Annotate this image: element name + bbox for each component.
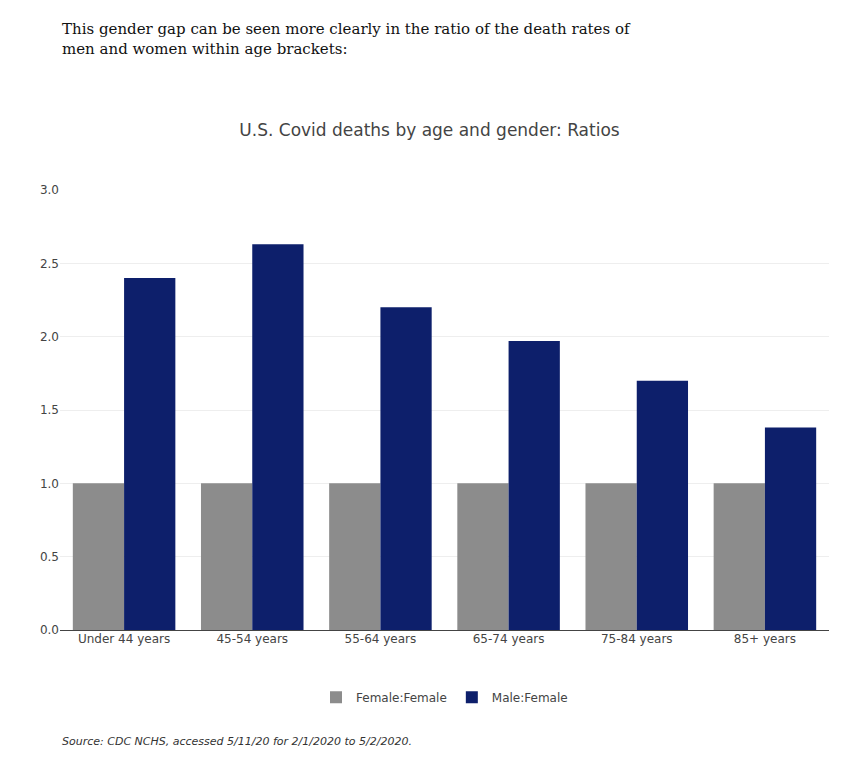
svg-text:75-84 years: 75-84 years	[601, 632, 673, 646]
svg-text:Under 44 years: Under 44 years	[78, 632, 170, 646]
svg-text:3.0: 3.0	[40, 183, 59, 197]
svg-text:55-64 years: 55-64 years	[345, 632, 417, 646]
svg-text:Source: CDC NCHS, accessed 5/1: Source: CDC NCHS, accessed 5/11/20 for 2…	[62, 735, 412, 748]
svg-text:Female:Female: Female:Female	[356, 691, 447, 705]
svg-text:85+ years: 85+ years	[734, 632, 796, 646]
svg-text:1.0: 1.0	[40, 477, 59, 491]
svg-text:0.0: 0.0	[40, 623, 59, 637]
svg-text:2.0: 2.0	[40, 330, 59, 344]
svg-text:This gender gap can be seen mo: This gender gap can be seen more clearly…	[62, 20, 631, 58]
svg-text:Male:Female: Male:Female	[492, 691, 568, 705]
svg-text:65-74 years: 65-74 years	[473, 632, 545, 646]
svg-text:1.5: 1.5	[40, 403, 59, 417]
svg-text:45-54 years: 45-54 years	[216, 632, 288, 646]
svg-text:U.S. Covid deaths by age and g: U.S. Covid deaths by age and gender: Rat…	[239, 120, 620, 140]
svg-text:0.5: 0.5	[40, 550, 59, 564]
svg-text:2.5: 2.5	[40, 257, 59, 271]
